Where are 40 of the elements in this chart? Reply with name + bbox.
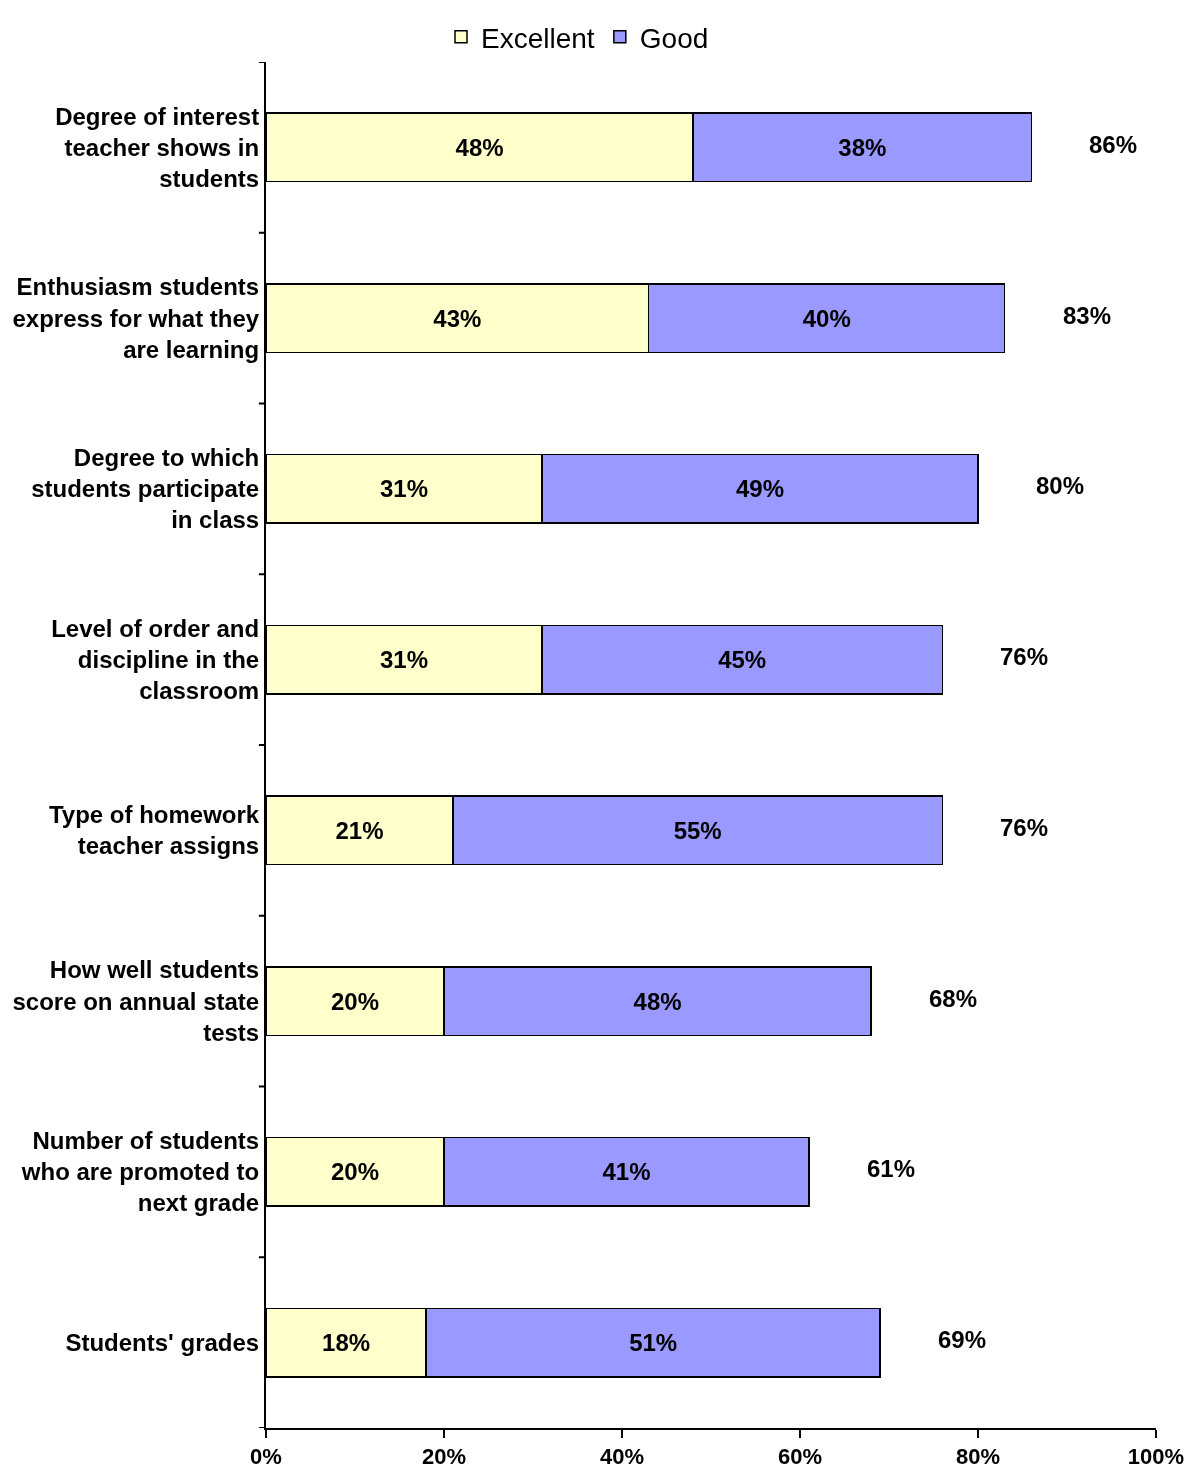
y-tick-label: Level of order and discipline in the classroom — [51, 614, 260, 705]
total-label: 61% — [867, 1155, 916, 1182]
y-tick-label: Degree to which students participate in class — [31, 444, 260, 534]
x-tick-label: 0% — [250, 1444, 282, 1470]
data-label: 43% — [433, 304, 482, 332]
total-label: 69% — [938, 1326, 987, 1353]
data-label: 20% — [330, 1158, 380, 1186]
data-label: 38% — [838, 133, 887, 161]
data-label: 21% — [335, 816, 384, 844]
total-label: 76% — [1000, 643, 1049, 670]
data-label: 45% — [718, 646, 767, 674]
legend-label: Good — [639, 22, 709, 54]
total-label: 68% — [929, 985, 978, 1012]
y-tick-label: Number of students who are promoted to next grade — [20, 1127, 260, 1217]
data-label: 31% — [379, 475, 428, 503]
legend-label: Excellent — [481, 22, 595, 54]
total-label: 86% — [1089, 131, 1138, 158]
data-label: 55% — [673, 816, 722, 844]
x-tick-label: 20% — [421, 1444, 467, 1470]
data-label: 40% — [802, 304, 851, 332]
data-label: 18% — [322, 1329, 371, 1357]
data-label: 20% — [330, 987, 380, 1015]
total-label: 83% — [1063, 302, 1112, 329]
y-tick-label: Type of homework teacher assigns — [48, 801, 260, 860]
data-label: 41% — [602, 1158, 651, 1186]
total-label: 76% — [1000, 814, 1049, 841]
data-label: 48% — [633, 987, 682, 1015]
y-tick-label: How well students score on annual state tests — [12, 956, 260, 1046]
y-tick-label: Students' grades — [65, 1329, 260, 1357]
y-tick-label: Degree of interest teacher shows in students — [55, 102, 260, 192]
data-label: 31% — [379, 646, 428, 674]
y-tick-label: Enthusiasm students express for what they are learning — [12, 273, 260, 363]
x-tick-label: 100% — [1127, 1444, 1185, 1470]
total-label: 80% — [1036, 472, 1085, 499]
x-tick-label: 80% — [955, 1444, 1001, 1470]
data-label: 49% — [735, 475, 784, 503]
x-tick-label: 60% — [777, 1444, 823, 1470]
x-tick-label: 40% — [599, 1444, 645, 1470]
data-label: 48% — [455, 133, 504, 161]
data-label: 51% — [629, 1329, 678, 1357]
